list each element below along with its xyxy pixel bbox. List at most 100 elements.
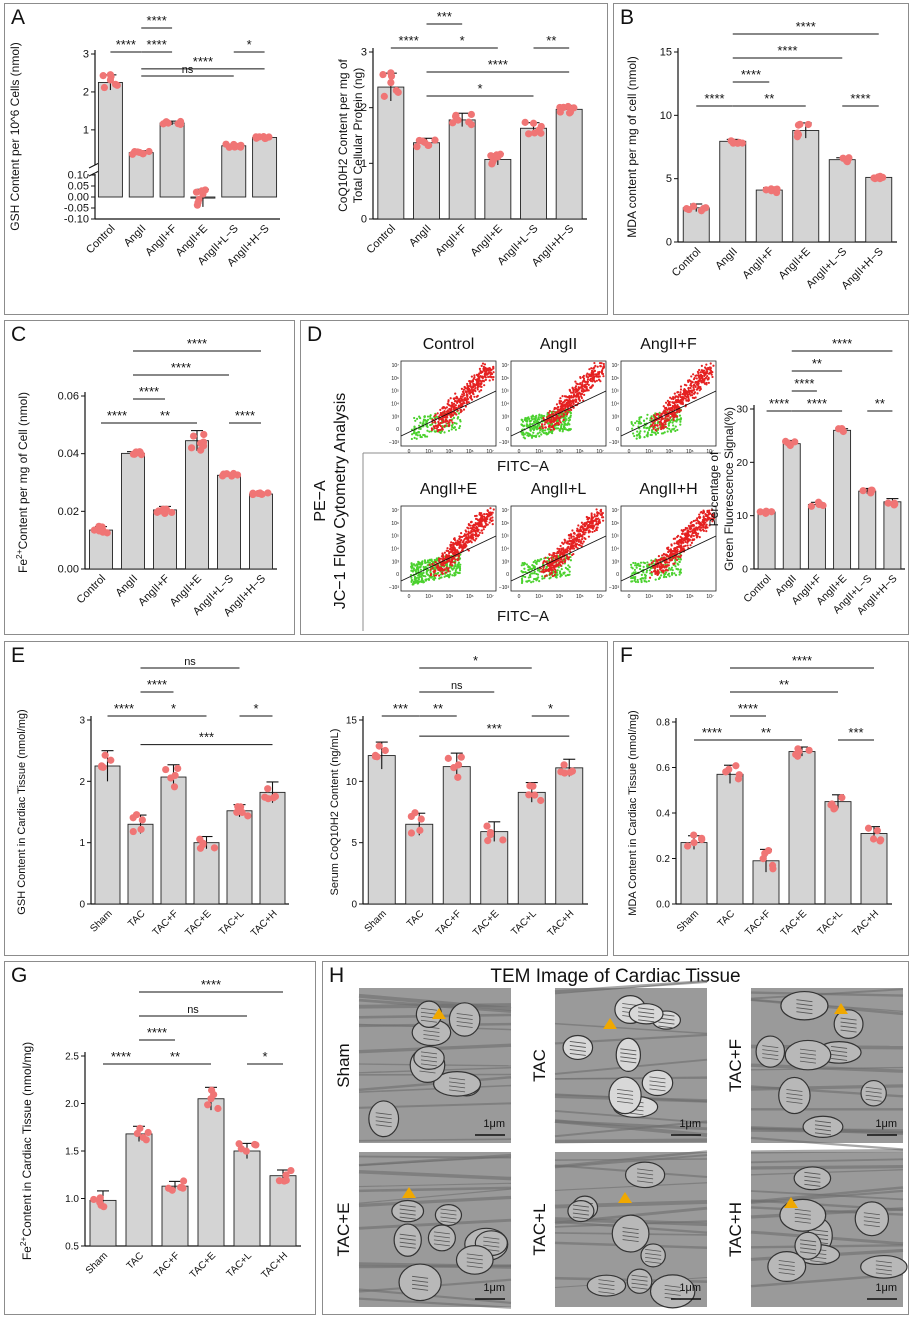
significance-label: * — [548, 701, 553, 716]
flow-plot-title: AngII — [540, 336, 577, 353]
data-point — [762, 509, 770, 517]
flow-x-tick: 10⁵ — [666, 449, 674, 455]
y-tick-label: -0.05 — [64, 203, 89, 215]
crista — [375, 1112, 392, 1116]
green-cell — [679, 420, 682, 423]
red-cell — [451, 421, 454, 424]
data-point — [838, 794, 846, 802]
crista — [812, 1229, 829, 1233]
green-cell — [458, 567, 462, 570]
green-cell — [532, 431, 535, 434]
red-cell — [548, 553, 551, 556]
significance-label: ns — [451, 680, 463, 692]
green-cell — [633, 568, 637, 572]
data-point — [194, 199, 202, 207]
green-cell — [634, 580, 637, 583]
red-cell — [690, 525, 694, 528]
red-cell — [692, 524, 695, 527]
green-cell — [445, 425, 448, 428]
green-cell — [533, 572, 536, 575]
red-cell — [667, 418, 670, 421]
bar — [193, 842, 220, 905]
red-cell — [572, 552, 575, 556]
red-cell — [558, 418, 561, 421]
green-cell — [525, 423, 528, 426]
red-cell — [582, 540, 585, 543]
red-cell — [698, 536, 701, 539]
red-cell — [570, 396, 573, 399]
x-tick-label: TAC+H — [546, 908, 577, 939]
red-cell — [474, 527, 477, 530]
bar — [259, 791, 286, 905]
green-cell — [533, 425, 536, 428]
red-cell — [479, 371, 483, 374]
crista — [622, 1227, 639, 1230]
green-cell — [412, 582, 415, 585]
red-cell — [593, 515, 597, 518]
red-cell — [697, 385, 700, 388]
green-cell — [632, 424, 635, 427]
data-point — [487, 152, 495, 160]
red-cell — [450, 548, 453, 551]
data-point — [738, 139, 746, 147]
green-cell — [650, 431, 654, 434]
green-cell — [639, 564, 642, 567]
red-cell — [540, 423, 544, 426]
red-cell — [448, 407, 451, 411]
gate-line — [620, 535, 717, 582]
crista — [664, 1288, 681, 1292]
red-cell — [542, 560, 545, 563]
x-tick-label: Sham — [363, 908, 389, 934]
green-cell — [414, 564, 417, 567]
green-cell — [527, 576, 530, 579]
red-cell — [592, 379, 596, 382]
red-cell — [577, 524, 580, 527]
red-cell — [685, 395, 688, 398]
red-cell — [669, 416, 672, 419]
green-cell — [671, 569, 674, 572]
data-point — [196, 439, 205, 447]
green-cell — [530, 436, 534, 439]
green-cell — [643, 430, 646, 433]
x-tick-label: TAC+E — [779, 908, 809, 938]
red-cell — [585, 375, 588, 378]
red-cell — [587, 389, 590, 392]
red-cell — [709, 362, 712, 365]
red-cell — [558, 547, 561, 551]
panel-c: C 0.00 0.02 0.04 0.06 Fe2+Content per mg of … — [4, 320, 295, 635]
red-cell — [590, 513, 593, 517]
red-cell — [664, 569, 667, 572]
flow-y-tick: 10⁵ — [391, 534, 399, 540]
red-cell — [588, 368, 591, 371]
red-cell — [600, 369, 604, 372]
green-cell — [421, 572, 424, 576]
red-cell — [481, 362, 485, 365]
bar — [757, 511, 776, 570]
red-cell — [449, 563, 452, 566]
red-cell — [710, 373, 713, 376]
crista — [814, 1132, 832, 1136]
green-cell — [534, 415, 537, 418]
red-cell — [434, 413, 437, 416]
green-cell — [419, 435, 422, 439]
red-cell — [492, 508, 495, 511]
red-cell — [678, 408, 681, 411]
red-cell — [486, 368, 489, 372]
green-cell — [639, 430, 642, 433]
flow-x-tick: 10⁷ — [596, 449, 604, 455]
red-cell — [565, 554, 569, 558]
y-tick-label: 1 — [361, 158, 367, 170]
red-cell — [686, 544, 689, 547]
scale-bar-label: 1μm — [483, 1118, 505, 1130]
crista — [840, 1021, 857, 1025]
red-cell — [489, 507, 492, 510]
significance-label: **** — [147, 1025, 167, 1040]
green-cell — [521, 580, 524, 583]
green-cell — [541, 577, 544, 580]
panel-label-g: G — [11, 964, 28, 987]
crista — [456, 1017, 473, 1020]
red-cell — [488, 379, 491, 382]
green-cell — [654, 578, 657, 581]
red-cell — [477, 519, 480, 522]
red-cell — [577, 538, 580, 541]
